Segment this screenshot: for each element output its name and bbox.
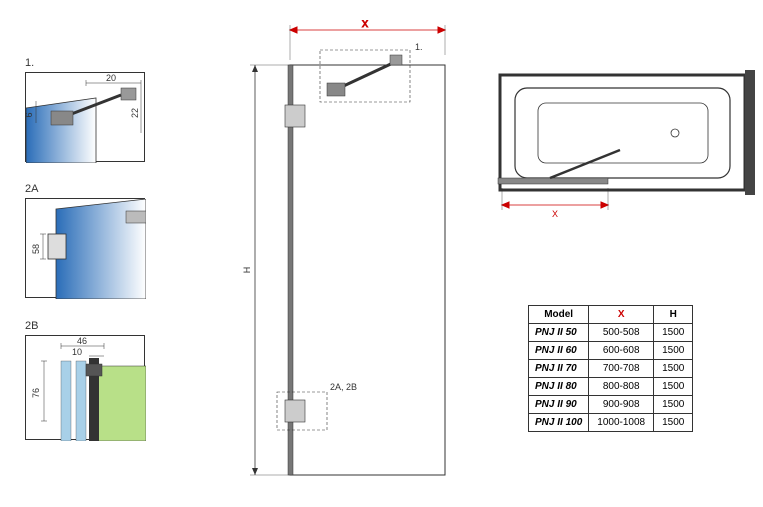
main-view-svg: X H 1. 2A, 2B — [235, 20, 475, 490]
table-row: PNJ II 90900-9081500 — [529, 396, 693, 414]
table-row: PNJ II 60600-6081500 — [529, 342, 693, 360]
dim-1-w: 20 — [106, 73, 116, 83]
detail-1-svg: 20 6 22 — [26, 73, 146, 163]
detail-2a-label: 2A — [25, 183, 38, 195]
top-x-label: X — [552, 209, 558, 219]
dim-1-h2: 22 — [130, 108, 140, 118]
main-callout-2: 2A, 2B — [330, 382, 357, 392]
dim-2b-h: 76 — [31, 388, 41, 398]
table-row: PNJ II 50500-5081500 — [529, 324, 693, 342]
table-body: PNJ II 50500-5081500 PNJ II 60600-608150… — [529, 324, 693, 432]
dim-1-h1: 6 — [26, 112, 34, 117]
main-h-label: H — [242, 267, 252, 274]
detail-2a-box: 58 — [25, 198, 145, 298]
main-callout-1: 1. — [415, 42, 423, 52]
table-row: PNJ II 70700-7081500 — [529, 360, 693, 378]
table-row: PNJ II 1001000-10081500 — [529, 414, 693, 432]
detail-2b-box: 46 10 76 — [25, 335, 145, 440]
spec-table: Model X H PNJ II 50500-5081500 PNJ II 60… — [528, 305, 693, 432]
th-model: Model — [529, 306, 589, 324]
th-x: X — [589, 306, 654, 324]
top-view-svg: X — [490, 70, 755, 230]
detail-2b-svg: 46 10 76 — [26, 336, 146, 441]
th-h: H — [654, 306, 693, 324]
detail-2a-svg: 58 — [26, 199, 146, 299]
dim-2b-w2: 10 — [72, 347, 82, 357]
table-header-row: Model X H — [529, 306, 693, 324]
dim-2b-w: 46 — [77, 336, 87, 346]
table-row: PNJ II 80800-8081500 — [529, 378, 693, 396]
detail-1-box: 20 6 22 — [25, 72, 145, 162]
detail-1-label: 1. — [25, 57, 34, 69]
dim-2a: 58 — [31, 244, 41, 254]
detail-2b-label: 2B — [25, 320, 38, 332]
diagram-container: 1. 20 6 22 2A — [0, 0, 763, 507]
main-x-label: X — [362, 20, 368, 29]
